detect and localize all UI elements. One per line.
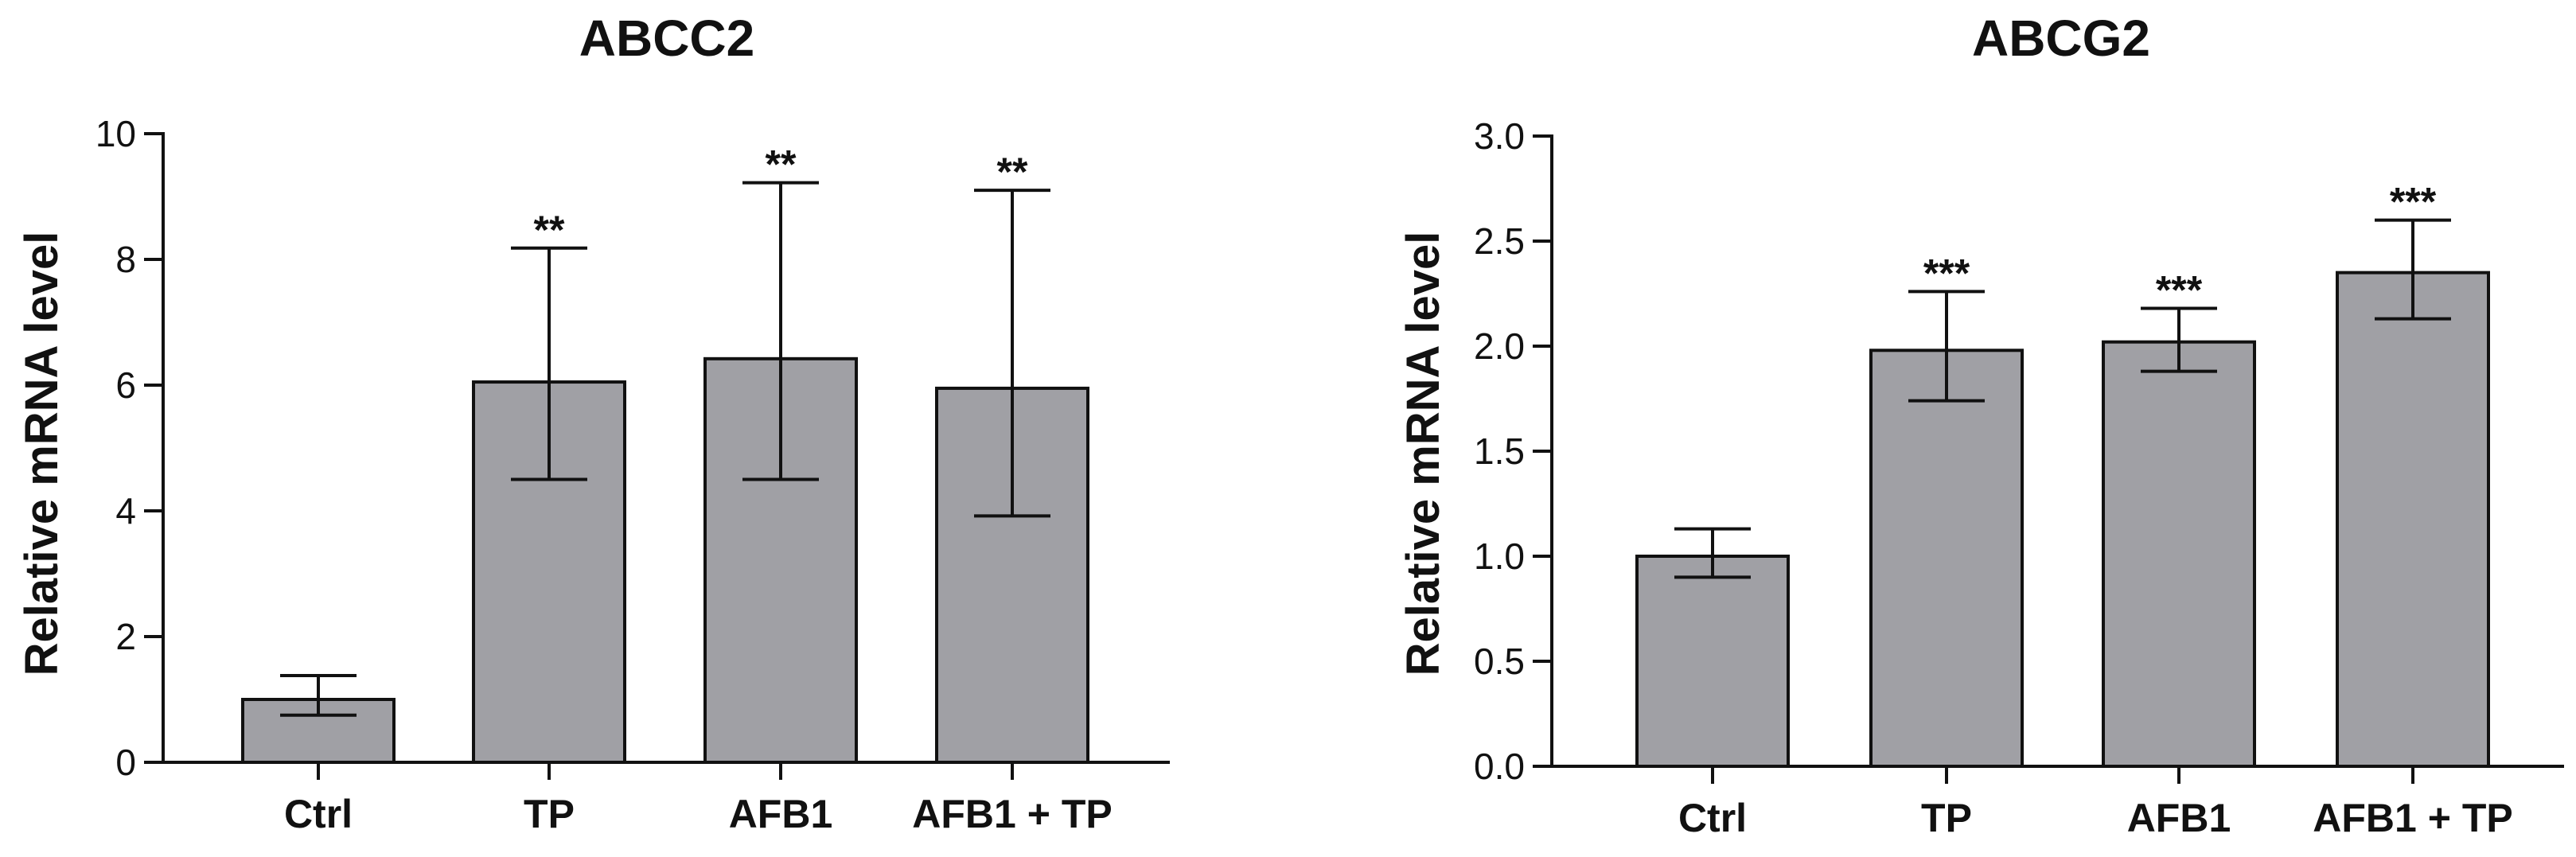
significance-marker: *** [1923,251,1970,295]
x-category-label: AFB1 [2127,796,2231,840]
y-tick-label: 1.0 [1474,536,1525,577]
x-category-label: AFB1 + TP [912,792,1112,836]
x-category-label: Ctrl [284,792,353,836]
y-tick-label: 2.5 [1474,220,1525,262]
significance-marker: *** [2156,267,2203,312]
y-tick-label: 1.5 [1474,430,1525,472]
x-category-label: TP [524,792,575,836]
error-bars [1674,218,2451,579]
y-tick-label: 0 [115,742,136,783]
y-tick-label: 8 [115,239,136,280]
chart-title: ABCC2 [579,10,754,67]
y-tick-label: 4 [115,490,136,532]
y-tick-label: 3.0 [1474,115,1525,157]
bar [1869,349,2024,768]
x-axis-labels: Ctrl TP AFB1 AFB1 + TP [284,792,1113,836]
y-axis-ticks: 0 2 4 6 8 10 [95,113,163,783]
bars [1635,271,2490,769]
y-axis-ticks: 0.0 0.5 1.0 1.5 2.0 2.5 3.0 [1474,115,1552,787]
axes [1550,134,2564,768]
significance-marker: ** [766,142,797,187]
x-category-label: TP [1921,796,1972,840]
chart-title: ABCG2 [1972,10,2150,67]
y-axis-label: Relative mRNA level [1397,232,1449,676]
y-tick-label: 2.0 [1474,325,1525,367]
x-axis-ticks [317,762,1014,780]
y-tick-label: 0.0 [1474,746,1525,787]
y-tick-label: 10 [95,113,136,154]
y-tick-label: 2 [115,616,136,657]
bar [1635,555,1790,768]
x-axis-ticks [1711,766,2414,784]
y-tick-label: 0.5 [1474,641,1525,682]
significance-marker: ** [997,150,1028,194]
x-axis-labels: Ctrl TP AFB1 AFB1 + TP [1678,796,2513,840]
bar [2102,340,2256,769]
significance-marker: *** [2390,180,2437,224]
x-category-label: AFB1 [729,792,833,836]
significance-markers: ** ** ** [534,142,1028,252]
significance-marker: ** [534,208,565,252]
x-category-label: Ctrl [1678,796,1747,840]
significance-markers: *** *** *** [1923,180,2437,313]
y-axis-label: Relative mRNA level [16,232,68,676]
y-tick-label: 6 [115,364,136,406]
x-category-label: AFB1 + TP [2313,796,2512,840]
bars [241,356,1089,764]
chart-panel-abcg2: ABCG2 Relative mRNA level 0.0 0.5 1.0 1.5 2.… [1397,10,2564,840]
error-bars [280,181,1050,717]
axes [162,132,1170,764]
bar [2336,271,2490,769]
